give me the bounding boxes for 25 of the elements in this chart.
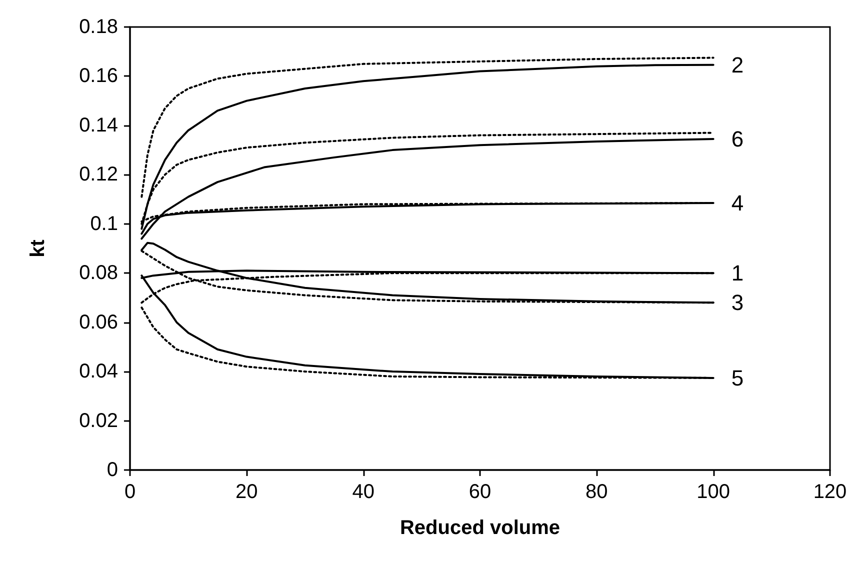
x-tick-label: 0	[124, 481, 136, 503]
series-label: 2	[731, 52, 744, 78]
x-tick-label: 40	[352, 481, 374, 503]
y-tick-label: 0.18	[79, 16, 118, 38]
x-tick-label: 120	[813, 481, 847, 503]
x-tick-label: 100	[696, 481, 730, 503]
y-axis-title: kt	[27, 239, 49, 258]
y-tick-label: 0.04	[79, 360, 118, 383]
x-tick-label: 60	[468, 481, 492, 503]
y-tick-label: 0.16	[79, 65, 118, 88]
y-tick-label: 0.02	[79, 410, 118, 432]
x-axis-title: Reduced volume	[400, 517, 560, 539]
y-tick-label: 0.06	[79, 311, 118, 334]
y-tick-label: 0	[106, 459, 118, 481]
series-label: 6	[731, 126, 744, 152]
series-label: 5	[731, 365, 744, 390]
series-label: 4	[731, 190, 744, 216]
y-tick-label: 0.08	[79, 262, 118, 284]
y-tick-label: 0.12	[79, 164, 118, 186]
series-label: 3	[731, 290, 744, 316]
y-tick-label: 0.1	[90, 212, 118, 235]
x-tick-label: 80	[586, 481, 608, 503]
x-tick-label: 20	[236, 481, 258, 503]
y-tick-label: 0.14	[79, 114, 118, 136]
series-label: 1	[731, 260, 744, 286]
